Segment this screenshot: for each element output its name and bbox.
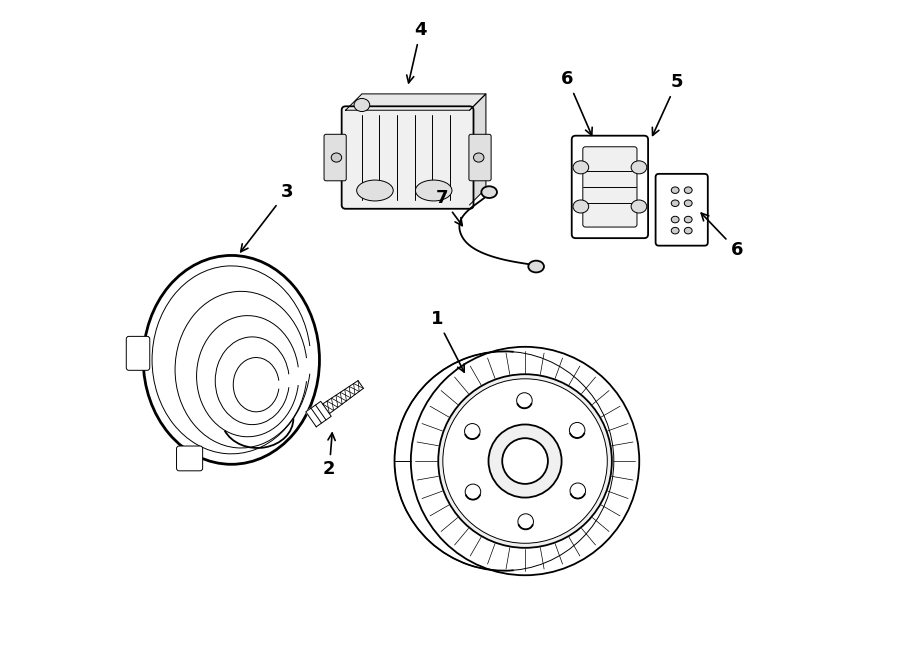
Ellipse shape bbox=[684, 216, 692, 223]
FancyBboxPatch shape bbox=[572, 136, 648, 238]
Ellipse shape bbox=[631, 200, 647, 213]
Ellipse shape bbox=[489, 424, 562, 498]
Ellipse shape bbox=[528, 260, 544, 272]
Ellipse shape bbox=[570, 483, 586, 498]
Polygon shape bbox=[470, 94, 486, 205]
FancyBboxPatch shape bbox=[342, 106, 473, 209]
Ellipse shape bbox=[416, 180, 452, 201]
Text: 5: 5 bbox=[652, 73, 683, 136]
Ellipse shape bbox=[573, 200, 589, 213]
Ellipse shape bbox=[143, 255, 320, 464]
Ellipse shape bbox=[671, 216, 680, 223]
Ellipse shape bbox=[631, 161, 647, 174]
Ellipse shape bbox=[671, 227, 680, 234]
Text: 6: 6 bbox=[701, 213, 743, 260]
FancyBboxPatch shape bbox=[583, 147, 637, 227]
Text: 6: 6 bbox=[562, 70, 592, 136]
Text: 1: 1 bbox=[431, 310, 464, 372]
Polygon shape bbox=[346, 94, 486, 110]
Ellipse shape bbox=[464, 424, 480, 439]
FancyBboxPatch shape bbox=[176, 446, 202, 471]
Text: 3: 3 bbox=[240, 182, 293, 252]
Ellipse shape bbox=[473, 153, 484, 162]
Ellipse shape bbox=[684, 200, 692, 206]
Ellipse shape bbox=[517, 393, 532, 408]
Ellipse shape bbox=[356, 180, 393, 201]
Ellipse shape bbox=[465, 484, 481, 500]
Polygon shape bbox=[306, 401, 331, 427]
Ellipse shape bbox=[331, 153, 342, 162]
Ellipse shape bbox=[671, 200, 680, 206]
FancyBboxPatch shape bbox=[126, 336, 149, 370]
FancyBboxPatch shape bbox=[469, 134, 491, 181]
Ellipse shape bbox=[570, 422, 585, 438]
Ellipse shape bbox=[354, 98, 370, 112]
FancyBboxPatch shape bbox=[655, 174, 707, 246]
Text: 4: 4 bbox=[407, 21, 427, 83]
Text: 2: 2 bbox=[323, 433, 336, 478]
Ellipse shape bbox=[438, 374, 612, 548]
Text: 7: 7 bbox=[436, 189, 463, 225]
Ellipse shape bbox=[671, 187, 680, 194]
Ellipse shape bbox=[410, 347, 639, 575]
Ellipse shape bbox=[684, 227, 692, 234]
FancyBboxPatch shape bbox=[324, 134, 346, 181]
Ellipse shape bbox=[684, 187, 692, 194]
Ellipse shape bbox=[482, 186, 497, 198]
Ellipse shape bbox=[443, 379, 608, 543]
Ellipse shape bbox=[502, 438, 548, 484]
Ellipse shape bbox=[573, 161, 589, 174]
Ellipse shape bbox=[518, 514, 534, 529]
